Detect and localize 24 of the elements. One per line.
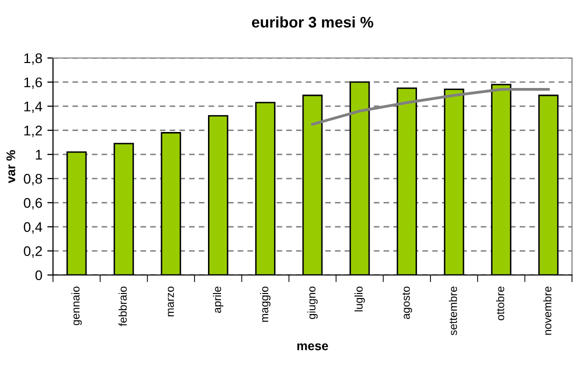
x-axis-title: mese — [297, 343, 328, 350]
x-tick-label: agosto — [402, 286, 412, 319]
y-tick-label: 0,4 — [24, 222, 42, 234]
x-tick-label: maggio — [260, 286, 270, 322]
y-tick-label: 1,6 — [24, 77, 42, 89]
y-tick-label: 0 — [35, 270, 42, 280]
x-tick-label: ottobre — [496, 286, 504, 320]
y-axis-title: var % — [6, 150, 16, 184]
y-tick-label: 1,2 — [24, 126, 42, 138]
x-tick-label: giugno — [307, 286, 318, 320]
y-tick-label: 0,6 — [24, 198, 42, 210]
x-tick-label: luglio — [354, 286, 365, 312]
y-tick-label: 1,4 — [24, 102, 42, 114]
x-tick-label: marzo — [168, 286, 174, 316]
x-tick-label: settembre — [448, 286, 458, 336]
y-tick-label: 0,8 — [24, 174, 42, 186]
x-tick-label: gennaio — [71, 286, 82, 326]
y-tick-label: 0,2 — [24, 246, 42, 258]
y-tick-label: 1 — [36, 150, 42, 160]
chart-title: euribor 3 mesi % — [252, 16, 374, 28]
x-tick-label: aprile — [212, 286, 224, 313]
x-tick-label: febbraio — [118, 286, 127, 326]
x-tick-label: novembre — [543, 286, 552, 335]
y-tick-label: 1,8 — [24, 53, 42, 65]
